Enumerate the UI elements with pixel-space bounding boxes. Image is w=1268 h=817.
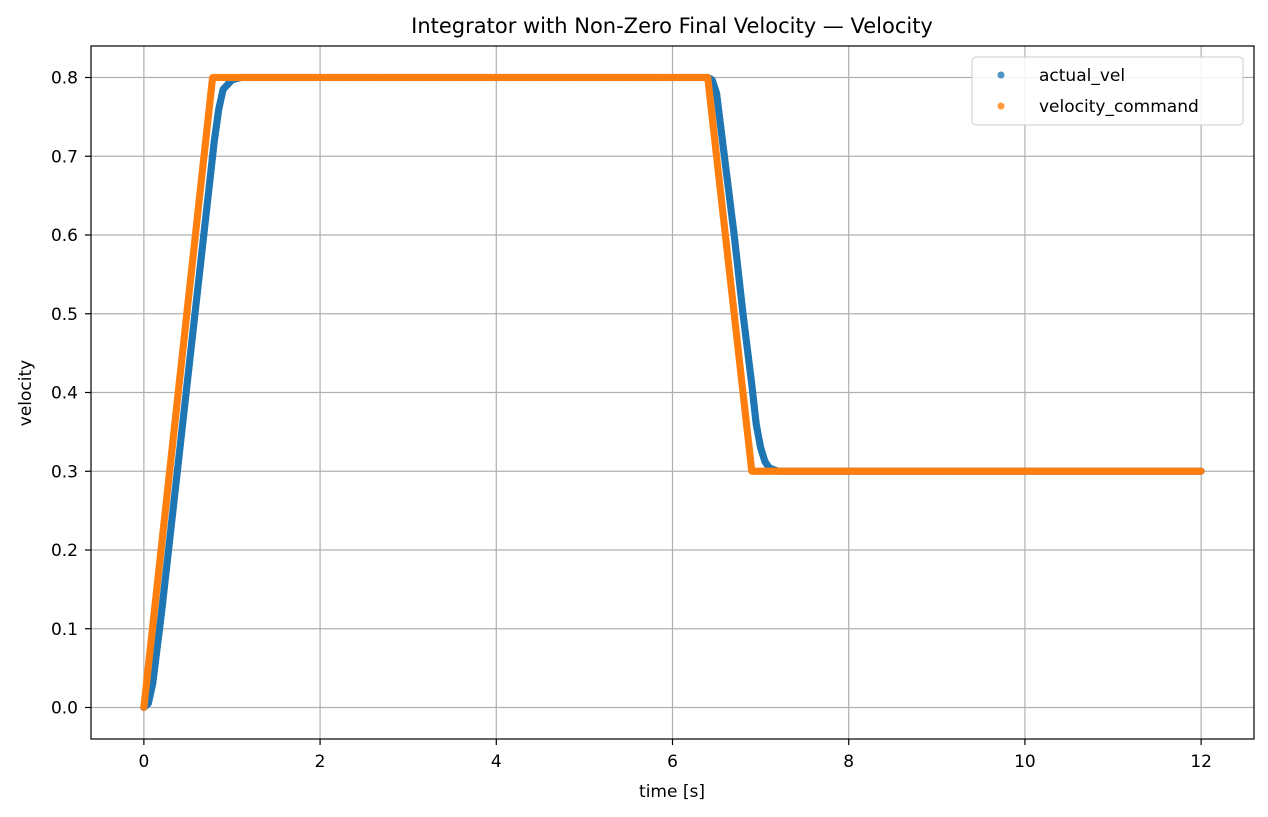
legend-marker-velocity-command xyxy=(997,102,1005,110)
y-axis-ticks: 0.0 0.1 0.2 0.3 0.4 0.5 0.6 0.7 0.8 xyxy=(51,69,91,719)
legend: actual_vel velocity_command xyxy=(971,56,1244,126)
series-layer xyxy=(140,73,1205,712)
y-axis-label: velocity xyxy=(16,360,36,426)
legend-label-velocity-command: velocity_command xyxy=(1039,97,1199,117)
legend-marker-actual-vel xyxy=(997,71,1005,79)
y-tick-label: 0.6 xyxy=(51,226,78,246)
chart-title: Integrator with Non-Zero Final Velocity … xyxy=(411,14,933,38)
y-tick-label: 0.5 xyxy=(51,305,78,325)
x-tick-label: 4 xyxy=(491,752,502,772)
series-point-velocity_command xyxy=(1197,467,1205,475)
y-tick-label: 0.2 xyxy=(51,541,78,561)
legend-box xyxy=(971,56,1244,126)
y-tick-label: 0.1 xyxy=(51,620,78,640)
x-tick-label: 10 xyxy=(1014,752,1036,772)
y-tick-label: 0.3 xyxy=(51,462,78,482)
x-tick-label: 8 xyxy=(843,752,854,772)
y-tick-label: 0.8 xyxy=(51,69,78,89)
x-axis-ticks: 0 2 4 6 8 10 12 xyxy=(138,739,1212,772)
legend-label-actual-vel: actual_vel xyxy=(1039,66,1125,86)
x-tick-label: 6 xyxy=(667,752,678,772)
x-axis-label: time [s] xyxy=(639,782,705,802)
y-tick-label: 0.4 xyxy=(51,384,78,404)
x-tick-label: 0 xyxy=(138,752,149,772)
series-velocity_command xyxy=(140,73,1205,712)
x-tick-label: 12 xyxy=(1190,752,1212,772)
y-tick-label: 0.7 xyxy=(51,147,78,167)
x-tick-label: 2 xyxy=(315,752,326,772)
y-tick-label: 0.0 xyxy=(51,699,78,719)
